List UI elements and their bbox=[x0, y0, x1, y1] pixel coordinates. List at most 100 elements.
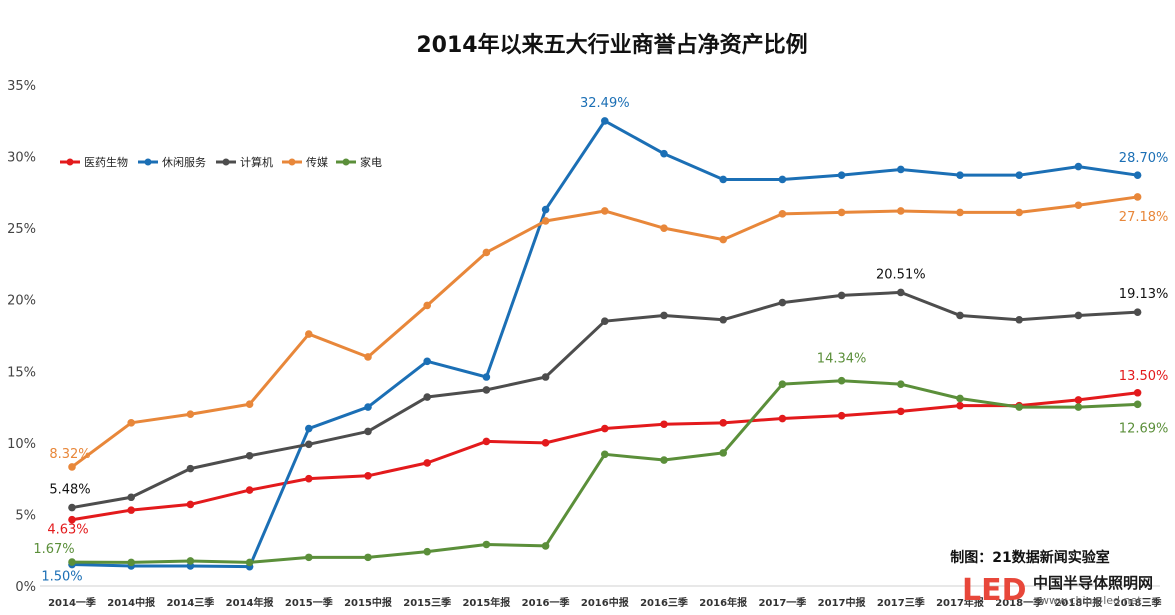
data-point bbox=[719, 315, 727, 324]
data-point bbox=[1015, 403, 1023, 411]
data-point bbox=[186, 410, 195, 419]
series-3 bbox=[68, 193, 1142, 471]
data-point bbox=[186, 500, 195, 509]
legend-label: 家电 bbox=[360, 155, 382, 169]
x-tick-label: 2017三季 bbox=[877, 596, 926, 609]
legend-marker bbox=[288, 158, 296, 166]
data-point bbox=[423, 301, 432, 310]
data-point bbox=[423, 393, 432, 401]
data-point bbox=[897, 407, 905, 416]
logo-mark: LED bbox=[962, 573, 1027, 608]
data-point bbox=[68, 515, 76, 524]
data-point bbox=[601, 317, 609, 325]
legend-label: 传媒 bbox=[306, 156, 328, 169]
legend-item: 传媒 bbox=[282, 156, 328, 169]
data-point bbox=[601, 424, 609, 433]
data-point bbox=[897, 288, 905, 297]
site-logo: LED 中国半导体照明网 www.china-led.net bbox=[962, 573, 1153, 608]
series-0 bbox=[68, 388, 1142, 524]
data-point bbox=[482, 540, 491, 549]
data-point bbox=[837, 291, 846, 300]
chart-title: 2014年以来五大行业商誉占净资产比例 bbox=[416, 32, 807, 58]
data-point bbox=[245, 400, 254, 409]
data-point bbox=[245, 558, 254, 567]
y-tick-label: 5% bbox=[15, 508, 36, 523]
logo-name: 中国半导体照明网 bbox=[1033, 574, 1153, 592]
data-point bbox=[778, 414, 787, 423]
data-label: 13.50% bbox=[1119, 369, 1169, 384]
data-point bbox=[778, 210, 787, 218]
x-tick-label: 2014年报 bbox=[226, 596, 274, 609]
data-point bbox=[186, 464, 195, 473]
data-point bbox=[601, 207, 609, 215]
data-label: 20.51% bbox=[876, 267, 926, 282]
data-point bbox=[305, 474, 313, 483]
data-point bbox=[305, 440, 313, 449]
data-label: 5.48% bbox=[49, 483, 90, 498]
data-point bbox=[1133, 400, 1142, 409]
data-label: 14.34% bbox=[817, 352, 867, 367]
data-point bbox=[541, 542, 550, 550]
x-tick-label: 2017中报 bbox=[818, 596, 866, 609]
data-point bbox=[956, 171, 964, 179]
data-point bbox=[186, 557, 195, 565]
data-point bbox=[1133, 308, 1142, 316]
data-label: 12.69% bbox=[1119, 421, 1169, 436]
data-point bbox=[423, 357, 432, 366]
data-point bbox=[482, 248, 491, 257]
data-point bbox=[1133, 171, 1142, 179]
series-2 bbox=[68, 288, 1142, 512]
x-axis: 2014一季 2014中报 2014三季 2014年报 2015一季 2015中报 2015… bbox=[48, 596, 1162, 609]
data-label: 19.13% bbox=[1119, 287, 1169, 302]
x-tick-label: 2017一季 bbox=[758, 596, 807, 609]
data-point bbox=[1015, 171, 1023, 179]
data-point bbox=[1074, 396, 1083, 404]
data-point bbox=[601, 450, 609, 459]
data-point bbox=[482, 386, 491, 394]
data-point bbox=[482, 373, 491, 381]
data-point bbox=[601, 117, 609, 125]
series-line bbox=[71, 119, 1138, 569]
data-point bbox=[1074, 311, 1083, 320]
logo-url: www.china-led.net bbox=[1040, 594, 1142, 607]
data-point bbox=[364, 471, 372, 480]
legend-marker bbox=[222, 158, 230, 166]
x-tick-label: 2017年报 bbox=[936, 596, 984, 609]
data-point bbox=[778, 298, 787, 307]
x-tick-label: 2014中报 bbox=[107, 596, 155, 609]
data-point bbox=[1074, 201, 1083, 210]
x-tick-label: 2015三季 bbox=[403, 596, 452, 609]
data-point bbox=[423, 459, 432, 467]
data-point bbox=[127, 506, 135, 514]
data-point bbox=[1015, 208, 1023, 217]
data-point bbox=[1015, 315, 1023, 324]
legend-marker bbox=[144, 158, 152, 166]
data-point bbox=[423, 547, 432, 556]
data-point bbox=[482, 437, 491, 446]
data-point bbox=[68, 558, 76, 566]
y-tick-label: 0% bbox=[15, 580, 36, 595]
data-point bbox=[719, 235, 727, 244]
data-point bbox=[897, 207, 905, 215]
x-tick-label: 2015一季 bbox=[285, 596, 334, 609]
data-point bbox=[127, 493, 135, 502]
chart-credit: 制图：21数据新闻实验室 bbox=[950, 549, 1109, 566]
data-point bbox=[68, 503, 76, 512]
y-tick-label: 10% bbox=[7, 437, 36, 452]
x-tick-label: 2015中报 bbox=[344, 596, 392, 609]
legend-label: 休闲服务 bbox=[162, 155, 206, 169]
x-tick-label: 2014三季 bbox=[166, 596, 215, 609]
legend-marker bbox=[342, 158, 350, 166]
data-point bbox=[364, 553, 372, 562]
legend-item: 家电 bbox=[336, 155, 382, 169]
data-point bbox=[245, 451, 254, 460]
x-tick-label: 2016中报 bbox=[581, 596, 629, 609]
data-point bbox=[837, 411, 846, 420]
legend-label: 计算机 bbox=[240, 155, 273, 169]
data-point bbox=[719, 175, 727, 184]
x-tick-label: 2015年报 bbox=[462, 596, 510, 609]
data-point bbox=[305, 330, 313, 338]
data-point bbox=[719, 449, 727, 457]
data-point bbox=[127, 558, 135, 567]
